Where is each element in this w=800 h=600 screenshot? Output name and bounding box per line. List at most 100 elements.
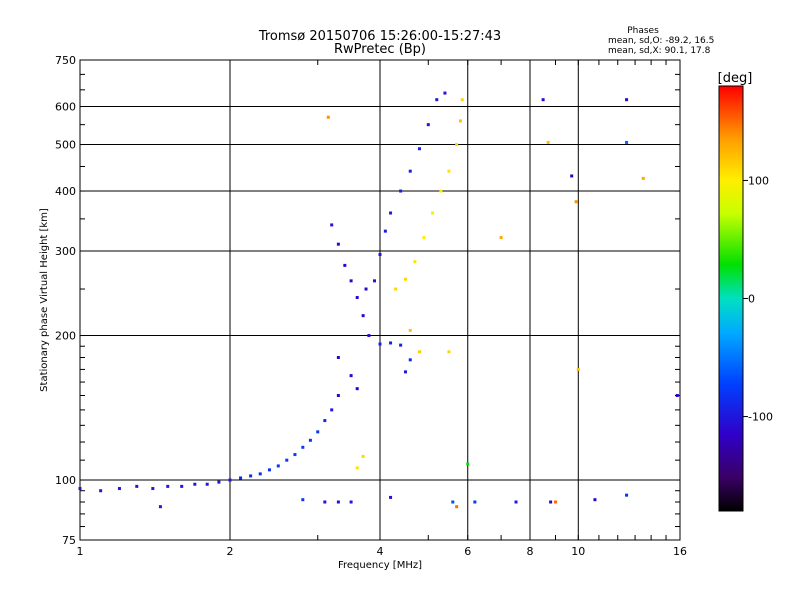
y-axis-label: Stationary phase Virtual Height [km] [39, 208, 50, 392]
data-point-series-1 [193, 482, 197, 486]
colorbar-ticks: 100 0 -100 [743, 174, 773, 424]
data-point-series-1 [205, 482, 209, 486]
stats-heading: Phases [627, 26, 659, 36]
data-point-series-1 [378, 342, 382, 346]
data-point-series-1 [675, 394, 679, 398]
y-tick-label: 400 [55, 185, 76, 198]
data-point-series-2 [403, 277, 407, 281]
data-point-series-1 [151, 487, 155, 491]
data-point-series-1 [570, 174, 574, 178]
data-point-series-2 [355, 466, 359, 470]
data-point-series-1 [349, 374, 353, 378]
data-point-series-1 [276, 464, 280, 468]
x-axis: 1 2 4 6 8 10 16 [77, 60, 687, 558]
data-point-series-1 [349, 279, 353, 283]
data-point-series-1 [336, 242, 340, 246]
data-point-series-1 [355, 296, 359, 300]
data-point-series-2 [455, 143, 459, 147]
data-point-series-2 [574, 200, 578, 204]
data-point-series-1 [399, 189, 403, 193]
data-point-series-1 [625, 98, 629, 102]
data-point-series-1 [249, 474, 253, 478]
data-point-series-1 [355, 387, 359, 391]
x-tick-label: 6 [464, 545, 471, 558]
data-point-series-1 [389, 495, 393, 499]
grid-lines [80, 60, 680, 540]
data-point-series-1 [78, 487, 82, 491]
data-point-series-1 [399, 343, 403, 347]
data-point-series-1 [158, 505, 162, 509]
data-point-series-1 [336, 394, 340, 398]
data-point-series-1 [451, 500, 455, 504]
data-point-series-2 [576, 367, 580, 371]
data-point-series-1 [625, 493, 629, 497]
data-point-series-2 [447, 350, 451, 354]
data-point-series-1 [593, 498, 597, 502]
data-point-series-1 [239, 476, 243, 480]
data-point-series-1 [349, 500, 353, 504]
data-point-series-2 [546, 140, 550, 144]
colorbar-tick-label: 0 [748, 293, 755, 306]
data-point-series-1 [443, 91, 447, 95]
data-point-series-1 [541, 98, 545, 102]
data-point-series-1 [408, 358, 412, 362]
data-point-series-1 [625, 140, 629, 144]
data-point-series-2 [641, 176, 645, 180]
data-point-series-1 [217, 480, 221, 484]
data-point-series-1 [330, 223, 334, 227]
data-point-series-1 [549, 500, 553, 504]
data-point-series-2 [431, 211, 435, 215]
data-point-series-2 [422, 236, 426, 240]
y-axis: 75 100 200 300 400 500 600 750 [55, 54, 680, 547]
x-tick-label: 2 [227, 545, 234, 558]
data-point-series-1 [316, 430, 320, 434]
data-point-series-2 [417, 350, 421, 354]
data-point-series-1 [330, 408, 334, 412]
data-point-series-1 [135, 484, 139, 488]
data-point-series-1 [383, 229, 387, 233]
data-point-series-1 [323, 419, 327, 423]
data-point-series-2 [408, 328, 412, 332]
data-point-series-1 [301, 445, 305, 449]
y-tick-label: 500 [55, 139, 76, 152]
x-tick-label: 16 [673, 545, 687, 558]
data-point-series-2 [458, 119, 462, 123]
chart-subtitle: RwPretec (Bp) [334, 42, 426, 57]
data-point-series-1 [514, 500, 518, 504]
data-point-series-2 [394, 287, 398, 291]
data-point-series-1 [301, 498, 305, 502]
data-point-series-1 [367, 334, 371, 338]
data-point-series-1 [258, 472, 262, 476]
data-point-series-1 [473, 500, 477, 504]
data-point-series-1 [389, 341, 393, 345]
data-point-series-1 [180, 484, 184, 488]
y-tick-label: 600 [55, 101, 76, 114]
data-point-series-1 [99, 489, 103, 493]
data-point-series-1 [293, 453, 297, 457]
data-point-series-1 [403, 370, 407, 374]
stats-line-x: mean, sd,X: 90.1, 17.8 [608, 46, 711, 56]
data-point-series-2 [413, 260, 417, 264]
data-point-series-2 [326, 115, 330, 119]
data-point-series-1 [426, 123, 430, 127]
data-point-series-1 [343, 263, 347, 267]
data-point-series-1 [166, 484, 170, 488]
data-point-series-1 [389, 211, 393, 215]
data-point-series-1 [417, 147, 421, 151]
colorbar-tick-label: -100 [748, 411, 773, 424]
stats-line-o: mean, sd,O: -89.2, 16.5 [608, 36, 714, 46]
data-point-series-1 [373, 279, 377, 283]
data-point-series-1 [336, 355, 340, 359]
data-point-series-1 [228, 478, 232, 482]
x-tick-label: 4 [377, 545, 384, 558]
data-point-series-1 [361, 314, 365, 318]
x-axis-label: Frequency [MHz] [338, 560, 422, 571]
data-points [78, 91, 679, 509]
data-point-series-1 [285, 458, 289, 462]
data-point-series-1 [308, 438, 312, 442]
data-point-series-1 [408, 169, 412, 173]
y-tick-label: 200 [55, 330, 76, 343]
colorbar [718, 85, 744, 512]
y-tick-label: 750 [55, 54, 76, 67]
data-point-series-2 [553, 500, 557, 504]
